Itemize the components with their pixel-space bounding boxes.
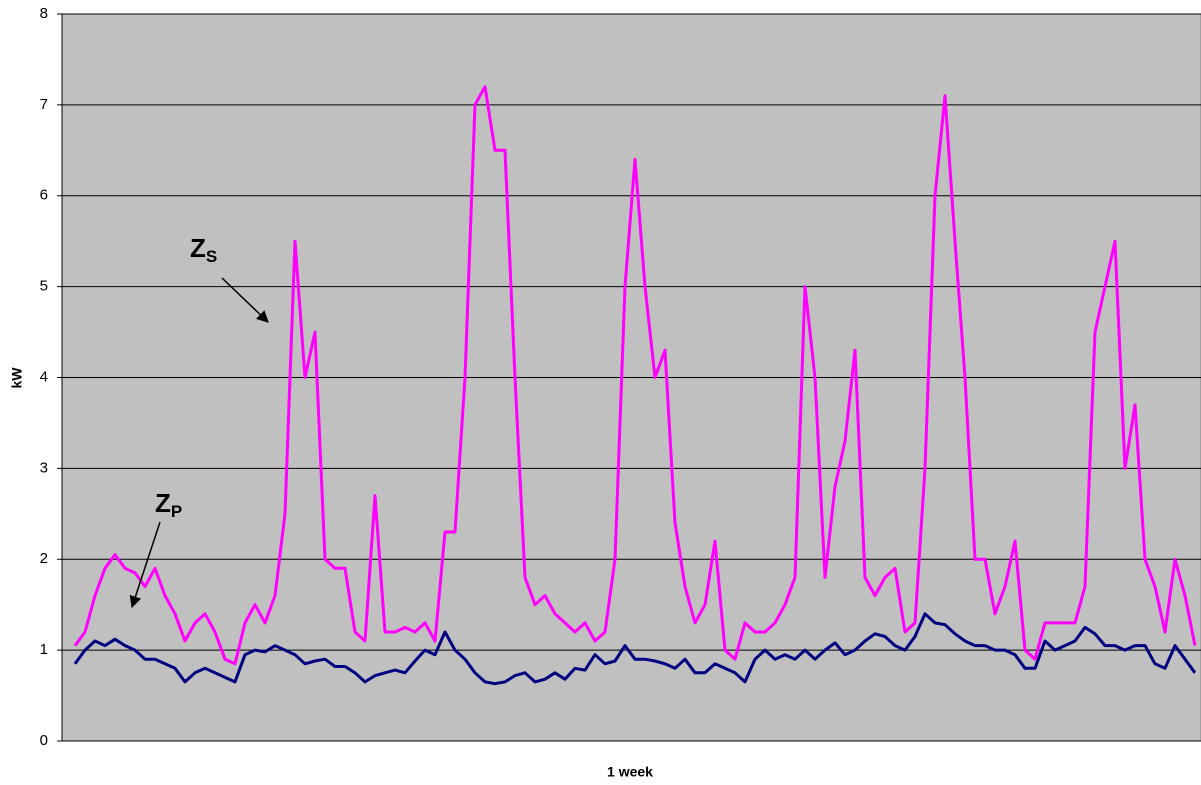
y-tick-label: 8 <box>40 5 48 22</box>
y-tick-label: 4 <box>40 368 48 385</box>
y-tick-label: 5 <box>40 278 48 295</box>
y-tick-label: 7 <box>40 96 48 113</box>
y-tick-label: 6 <box>40 187 48 204</box>
annotation: ZP <box>155 488 182 522</box>
y-tick-label: 3 <box>40 459 48 476</box>
annotation-arrow <box>221 277 269 323</box>
y-tick-label: 1 <box>40 641 48 658</box>
y-tick-label: 0 <box>40 732 48 749</box>
annotation-subscript: S <box>206 247 217 266</box>
x-axis-title: 1 week <box>607 764 653 780</box>
annotation-text: Z <box>190 233 206 263</box>
annotation: ZS <box>190 233 217 267</box>
annotation-text: Z <box>155 488 171 518</box>
y-axis-title: kW <box>9 367 25 389</box>
annotation-arrow <box>129 521 161 609</box>
series-line <box>73 85 1197 666</box>
annotation-subscript: P <box>171 502 182 521</box>
series-line <box>73 612 1197 686</box>
y-tick-label: 2 <box>40 550 48 567</box>
